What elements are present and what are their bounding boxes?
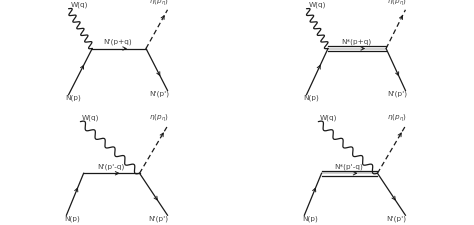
- Text: W(q): W(q): [82, 114, 99, 121]
- Text: W(q): W(q): [71, 1, 88, 8]
- Text: N(p): N(p): [64, 215, 80, 222]
- Text: W(q): W(q): [309, 1, 326, 8]
- Text: W(q): W(q): [319, 114, 337, 121]
- Text: N'(p+q): N'(p+q): [104, 39, 132, 45]
- Text: N(p): N(p): [302, 215, 318, 222]
- Text: N*(p+q): N*(p+q): [341, 39, 371, 45]
- Text: $\eta(p_\eta)$: $\eta(p_\eta)$: [149, 112, 169, 124]
- Text: N(p): N(p): [65, 95, 81, 101]
- Text: N(p): N(p): [303, 95, 319, 101]
- Text: N'(p'): N'(p'): [148, 215, 169, 222]
- Text: N'(p'): N'(p'): [388, 90, 408, 97]
- Text: N*(p'-q): N*(p'-q): [334, 164, 363, 170]
- Text: N'(p'): N'(p'): [386, 215, 407, 222]
- Text: $\eta(p_\eta)$: $\eta(p_\eta)$: [149, 0, 169, 8]
- Text: N'(p'): N'(p'): [150, 90, 170, 97]
- Text: N'(p'-q): N'(p'-q): [97, 164, 124, 170]
- Text: $\eta(p_\eta)$: $\eta(p_\eta)$: [387, 0, 407, 8]
- Text: $\eta(p_\eta)$: $\eta(p_\eta)$: [387, 112, 407, 124]
